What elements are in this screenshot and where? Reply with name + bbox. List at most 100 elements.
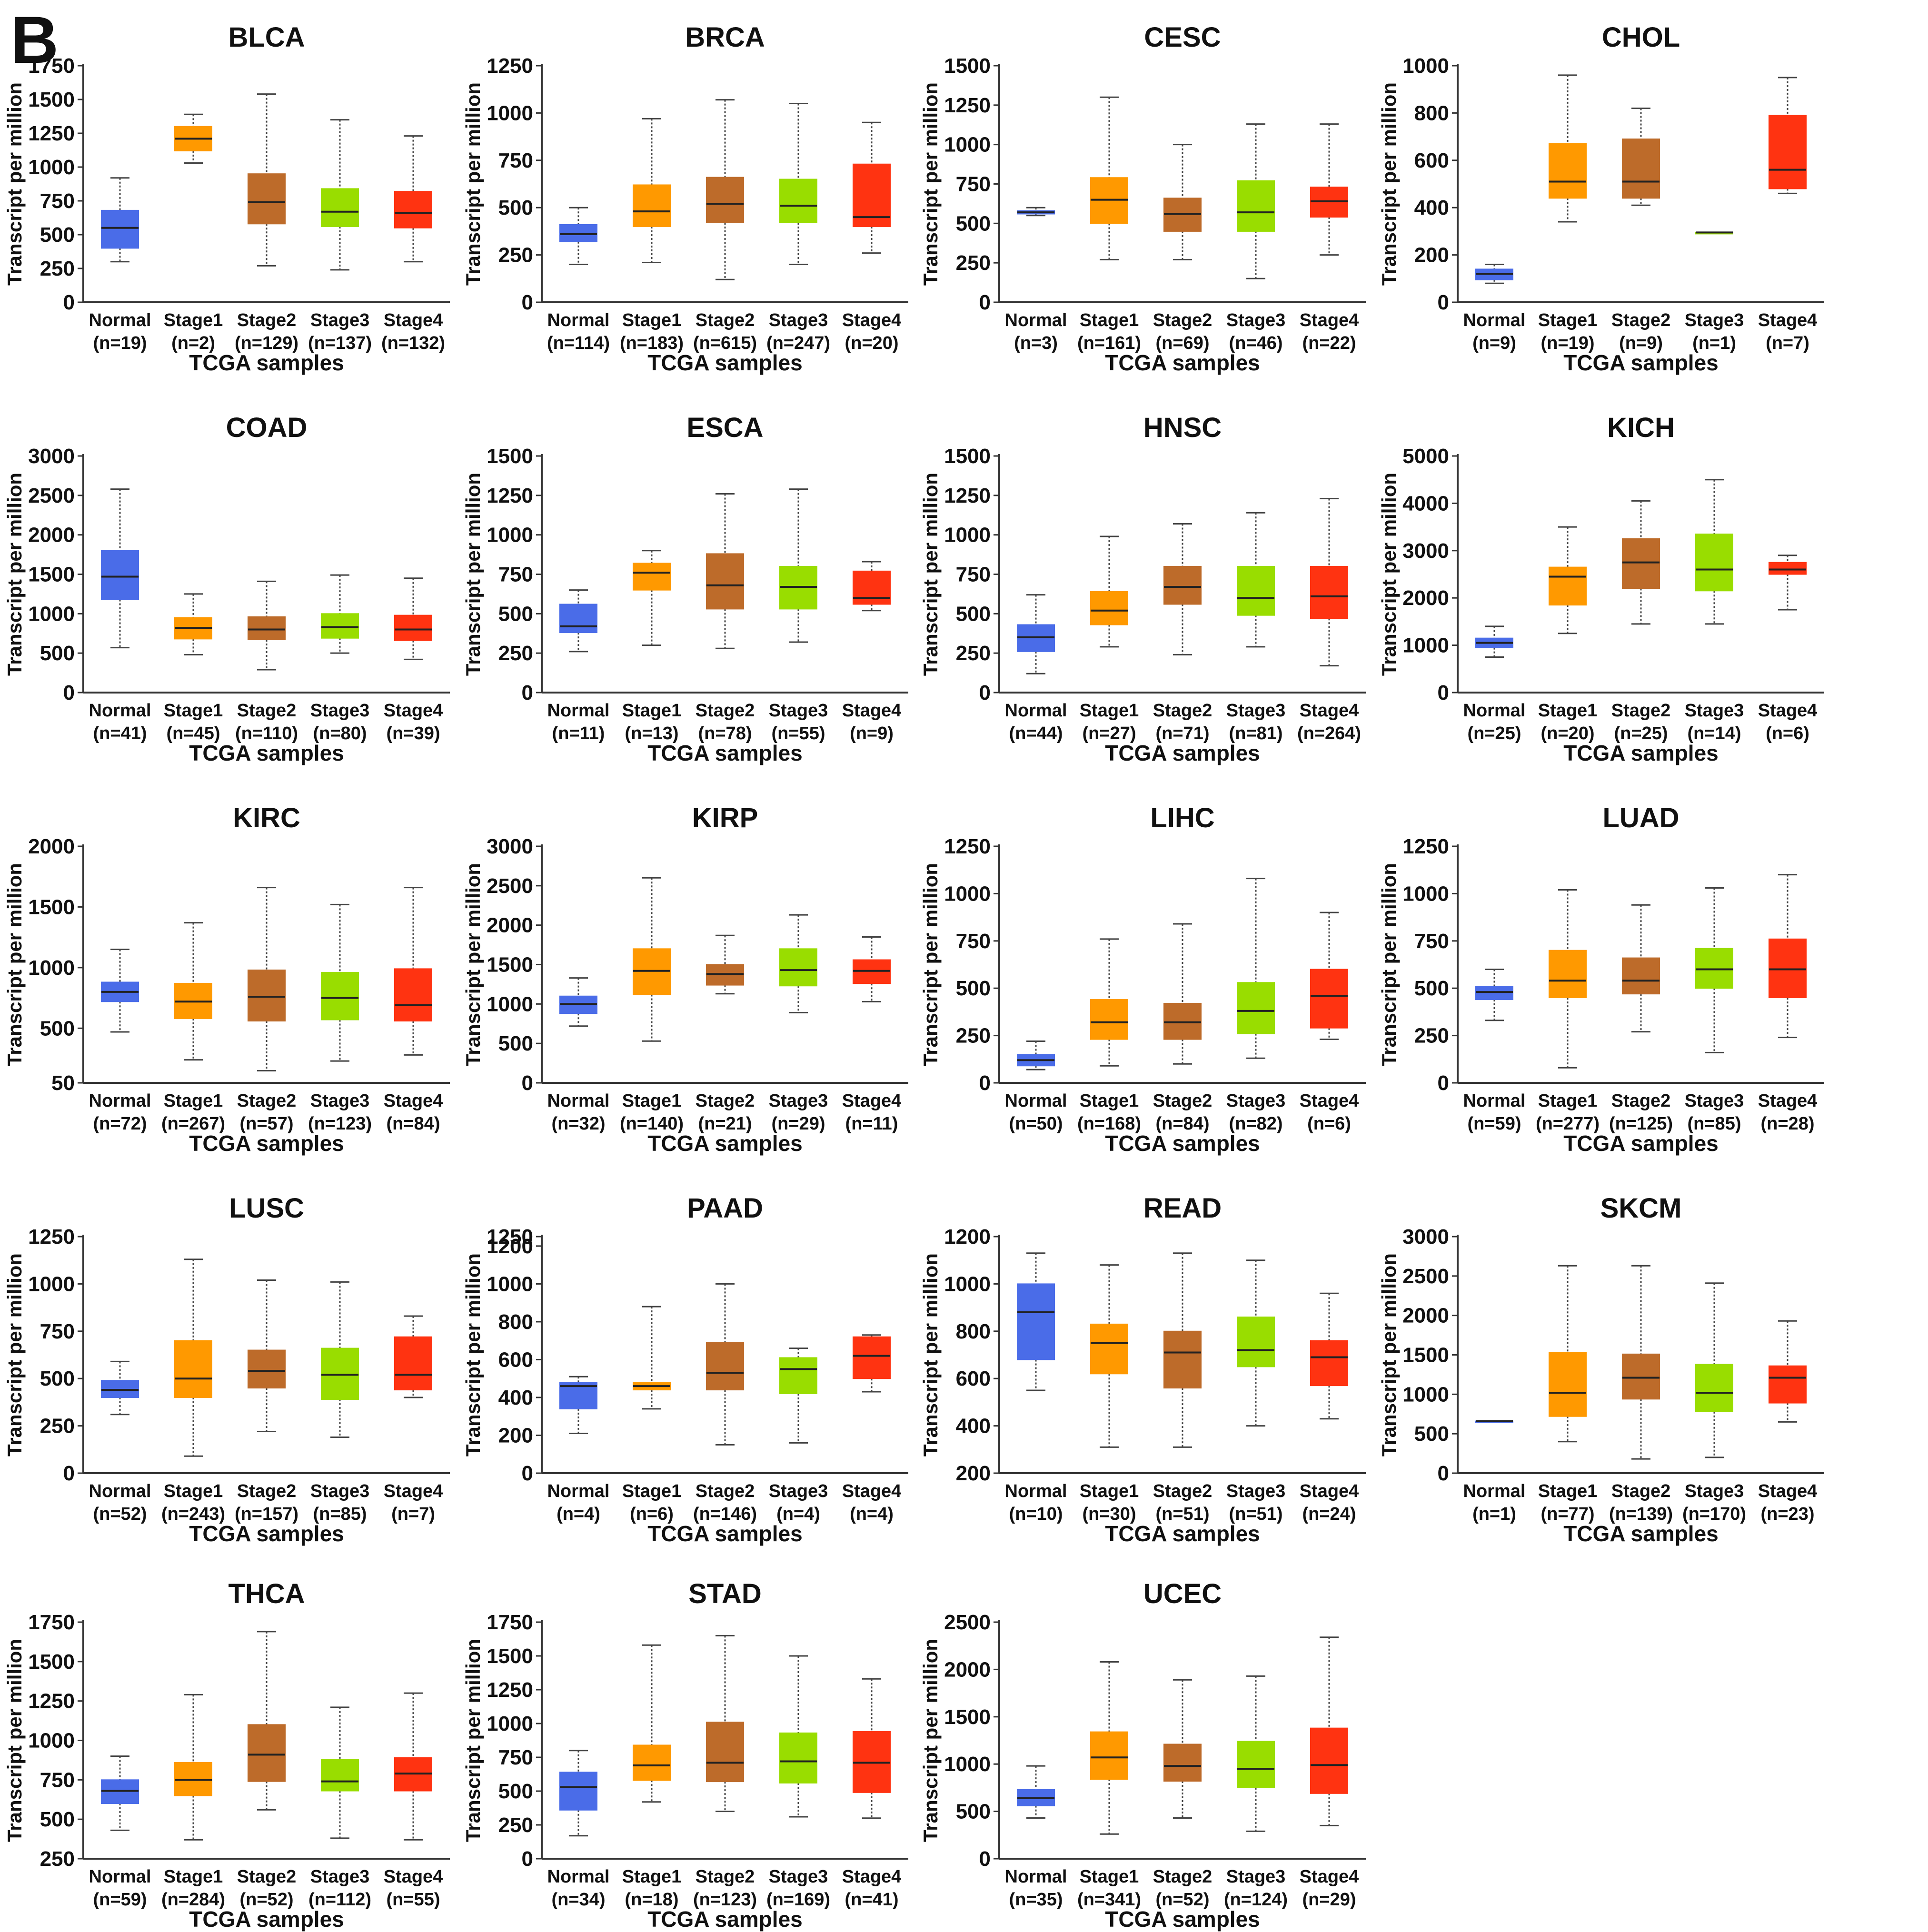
sample-count-label: (n=123) xyxy=(693,1890,757,1910)
category-label: Stage4 xyxy=(842,701,902,721)
sample-count-label: (n=139) xyxy=(1609,1504,1673,1524)
y-tick-label: 750 xyxy=(956,173,991,196)
sample-count-label: (n=341) xyxy=(1077,1890,1141,1910)
category-label: Normal xyxy=(547,1867,610,1887)
category-label: Stage1 xyxy=(622,1481,682,1501)
sample-count-label: (n=11) xyxy=(845,1114,898,1134)
box-normal xyxy=(559,977,597,1027)
chart-blca: BLCA Transcript per million 0 250 500 750 1000… xyxy=(3,22,450,375)
sample-count-label: (n=71) xyxy=(1156,723,1210,743)
sample-count-label: (n=51) xyxy=(1156,1504,1210,1524)
y-tick-label: 0 xyxy=(63,291,75,314)
category-label: Stage4 xyxy=(1300,310,1359,330)
sample-count-label: (n=123) xyxy=(308,1114,372,1134)
sample-count-label: (n=77) xyxy=(1541,1504,1595,1524)
box-stage3 xyxy=(1695,231,1733,235)
iqr-box xyxy=(248,1724,286,1782)
category-label: Stage2 xyxy=(696,1091,755,1111)
box-stage3 xyxy=(779,1347,817,1444)
y-tick-label: 2500 xyxy=(28,484,75,507)
box-normal xyxy=(559,1376,597,1435)
box-normal xyxy=(559,589,597,653)
y-tick-label: 750 xyxy=(498,1746,533,1769)
sample-count-label: (n=41) xyxy=(845,1890,899,1910)
iqr-box xyxy=(394,614,432,641)
chart-kirc: KIRC Transcript per million 50 500 1000 1500 2… xyxy=(3,803,450,1156)
category-label: Stage3 xyxy=(310,701,370,721)
y-tick-label: 250 xyxy=(40,1847,75,1871)
chart-thca: THCA Transcript per million 250 500 750 1000 1… xyxy=(3,1578,450,1932)
sample-count-label: (n=84) xyxy=(387,1114,440,1134)
y-tick-label: 1000 xyxy=(944,524,991,547)
sample-count-label: (n=25) xyxy=(1468,723,1521,743)
y-tick-label: 1000 xyxy=(944,882,991,905)
y-tick-label: 1000 xyxy=(28,1729,75,1753)
y-tick-label: 1000 xyxy=(944,133,991,157)
box-normal xyxy=(1475,1420,1513,1423)
y-tick-label: 2000 xyxy=(1402,586,1449,610)
y-tick-label: 500 xyxy=(1414,1422,1449,1446)
category-label: Normal xyxy=(1005,310,1067,330)
category-label: Stage2 xyxy=(1153,1867,1212,1887)
y-tick-label: 500 xyxy=(40,1808,75,1831)
iqr-box xyxy=(1549,566,1587,606)
sample-count-label: (n=55) xyxy=(387,1890,440,1910)
category-label: Stage3 xyxy=(1226,1481,1286,1501)
box-stage1 xyxy=(1549,1265,1587,1443)
sample-count-label: (n=34) xyxy=(552,1890,606,1910)
category-label: Normal xyxy=(1463,701,1526,721)
box-stage3 xyxy=(321,903,359,1062)
chart-skcm: SKCM Transcript per million 0 500 1000 1500 20… xyxy=(1378,1193,1824,1546)
y-tick-label: 500 xyxy=(40,642,75,665)
sample-count-label: (n=7) xyxy=(1766,333,1809,353)
box-stage2 xyxy=(248,580,286,671)
chart-title: CESC xyxy=(1144,22,1221,53)
iqr-box xyxy=(1163,1744,1202,1782)
y-tick-label: 1500 xyxy=(487,445,533,468)
box-stage1 xyxy=(633,1644,671,1803)
box-stage4 xyxy=(1310,123,1348,256)
sample-count-label: (n=4) xyxy=(776,1504,820,1524)
y-tick-label: 1000 xyxy=(487,524,533,547)
iqr-box xyxy=(633,563,671,591)
box-stage1 xyxy=(633,550,671,646)
category-label: Stage4 xyxy=(842,1481,902,1501)
y-axis-label: Transcript per million xyxy=(462,82,484,286)
box-normal xyxy=(1017,207,1055,217)
y-tick-label: 0 xyxy=(979,1847,991,1871)
y-axis-label: Transcript per million xyxy=(462,1639,484,1842)
category-label: Stage3 xyxy=(1685,310,1744,330)
category-label: Stage4 xyxy=(1300,1867,1359,1887)
sample-count-label: (n=137) xyxy=(308,333,372,353)
category-label: Normal xyxy=(1005,701,1067,721)
y-tick-label: 500 xyxy=(956,212,991,235)
sample-count-label: (n=170) xyxy=(1682,1504,1746,1524)
sample-count-label: (n=52) xyxy=(93,1504,147,1524)
iqr-box xyxy=(1163,565,1202,605)
y-tick-label: 1500 xyxy=(28,1650,75,1674)
y-axis-label: Transcript per million xyxy=(1378,863,1400,1066)
iqr-box xyxy=(559,1772,597,1811)
y-axis-label: Transcript per million xyxy=(462,1253,484,1456)
sample-count-label: (n=39) xyxy=(387,723,440,743)
iqr-box xyxy=(321,972,359,1020)
box-normal xyxy=(1475,263,1513,284)
y-tick-label: 1500 xyxy=(28,88,75,111)
y-tick-label: 1000 xyxy=(487,101,533,125)
category-label: Stage1 xyxy=(1080,1091,1139,1111)
category-label: Stage1 xyxy=(164,701,223,721)
iqr-box xyxy=(248,616,286,641)
chart-cesc: CESC Transcript per million 0 250 500 750 1000… xyxy=(919,22,1366,375)
sample-count-label: (n=18) xyxy=(625,1890,679,1910)
sample-count-label: (n=7) xyxy=(391,1504,435,1524)
y-tick-label: 500 xyxy=(40,223,75,247)
chart-chol: CHOL Transcript per million 0 200 400 600 800 1… xyxy=(1378,22,1824,375)
category-label: Stage2 xyxy=(1611,1481,1671,1501)
y-tick-label: 500 xyxy=(498,602,533,625)
chart-coad: COAD Transcript per million 0 500 1000 1500 20… xyxy=(3,412,450,765)
box-stage4 xyxy=(853,1334,891,1393)
y-tick-label: 250 xyxy=(498,1813,533,1837)
category-label: Stage2 xyxy=(1153,310,1212,330)
sample-count-label: (n=59) xyxy=(1468,1114,1521,1134)
category-label: Stage3 xyxy=(1685,701,1744,721)
